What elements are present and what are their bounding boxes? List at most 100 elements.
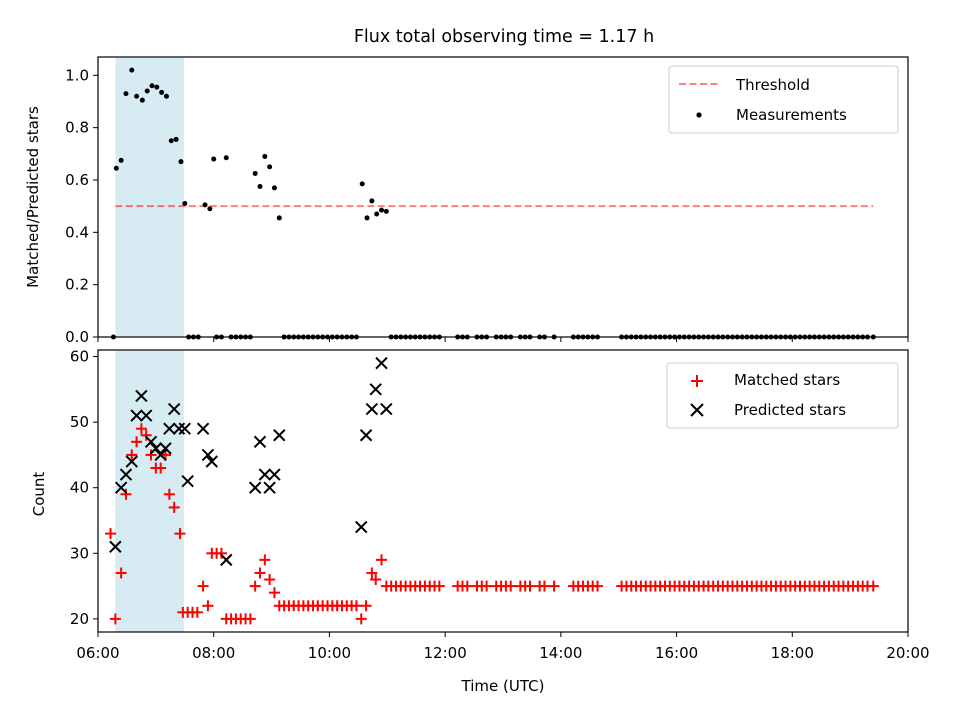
top-panel: 0.0 0.2 0.4 0.6 0.8 1.0 Matched/Predicted sta… [24,56,909,346]
predicted-star-point [154,448,167,462]
measurement-point [118,157,124,163]
top-y-tick-label: 0.2 [65,276,89,294]
bottom-x-ticks: 06:00 08:00 10:00 12:00 14:00 16:00 18:00 20:00 [76,632,930,662]
measurement-point [163,93,169,99]
predicted-star-point [268,468,281,481]
predicted-star-point [109,540,122,553]
matched-star-point [115,567,127,579]
top-x-ticks [97,337,909,342]
matched-star-point [481,580,493,592]
matched-star-point [174,528,186,540]
measurement-point [276,215,282,221]
matched-star-point [350,600,362,612]
measurement-point [359,181,365,187]
measurement-point [202,202,208,208]
top-legend: Threshold Measurements [668,65,899,134]
x-tick-label: 14:00 [539,644,582,662]
chart-title: Flux total observing time = 1.17 h [354,27,654,47]
matched-star-point [461,580,473,592]
matched-star-point [548,580,560,592]
bottom-y-tick-label: 40 [70,479,89,497]
top-axes-frame [97,56,909,338]
top-y-tick-label: 0.4 [65,223,89,241]
top-y-tick-label: 0.6 [65,171,89,189]
matched-star-point [259,554,271,566]
measurement-point [369,198,375,204]
measurement-point [211,156,217,162]
predicted-star-point [140,409,153,422]
matched-stars-points [105,423,879,625]
matched-star-point [109,613,121,625]
measurement-point [374,211,380,217]
matched-star-point [215,547,227,559]
matched-star-point [867,580,879,592]
measurement-point [383,208,389,214]
bottom-y-ticks: 20 30 40 50 60 [70,348,98,628]
predicted-stars-points [109,356,393,567]
bottom-y-tick-label: 60 [70,348,89,366]
matched-star-point [370,574,382,586]
legend-threshold-label: Threshold [735,76,810,94]
matched-star-point [355,613,367,625]
predicted-star-point [220,553,233,567]
top-y-ticks: 0.0 0.2 0.4 0.6 0.8 1.0 [65,66,98,346]
measurement-point [134,93,140,99]
predicted-star-point [196,422,210,435]
measurement-point [178,159,184,165]
predicted-star-point [119,468,133,481]
matched-star-point [360,600,372,612]
bottom-legend: Matched stars Predicted stars [666,362,899,429]
measurement-point [207,206,213,212]
matched-star-point [197,580,209,592]
bottom-y-axis-label: Count [30,472,48,517]
measurement-point [379,207,384,213]
legend-matched-swatch [691,375,703,387]
measurement-point [149,83,155,89]
predicted-star-point [359,429,373,442]
bottom-y-tick-label: 20 [70,610,89,628]
predicted-star-point [181,474,194,488]
predicted-star-point [144,435,158,449]
legend-matched-label: Matched stars [734,371,840,389]
x-tick-label: 08:00 [192,644,235,662]
matched-star-point [268,587,280,599]
matched-star-point [592,580,603,592]
measurement-point [154,84,160,90]
predicted-star-point [258,468,272,481]
top-y-tick-label: 0.8 [65,119,89,137]
measurement-point [271,185,277,191]
matched-star-point [126,449,138,461]
measurement-point [159,89,165,95]
measurement-point [139,97,145,103]
matched-star-point [366,567,378,579]
x-tick-label: 12:00 [424,644,467,662]
measurement-point [267,164,273,170]
matched-star-point [376,554,387,566]
bottom-legend-box [666,362,899,429]
top-y-axis-label: Matched/Predicted stars [24,106,42,288]
predicted-star-point [369,383,382,396]
x-axis-label: Time (UTC) [461,677,545,695]
matched-star-point [249,580,261,592]
top-y-tick-label: 1.0 [65,66,89,84]
measurement-point [252,170,258,176]
matched-star-point [145,449,157,461]
x-tick-label: 18:00 [771,644,814,662]
matched-star-point [254,567,266,579]
measurement-point [257,184,263,190]
matched-star-point [202,600,214,612]
predicted-star-point [163,422,176,435]
predicted-star-point [375,356,388,370]
bottom-panel: 06:00 08:00 10:00 12:00 14:00 16:00 18:00 20:00… [30,348,930,695]
x-tick-label: 06:00 [76,644,119,662]
matched-star-point [105,528,117,540]
measurement-point [113,165,119,171]
bottom-axes-frame [97,349,909,633]
predicted-star-point [159,442,172,455]
measurement-point [144,88,150,94]
predicted-star-point [248,481,262,494]
predicted-star-point [167,402,181,416]
measurement-point [168,138,174,144]
matched-star-point [244,613,256,625]
legend-predicted-swatch [690,403,704,417]
